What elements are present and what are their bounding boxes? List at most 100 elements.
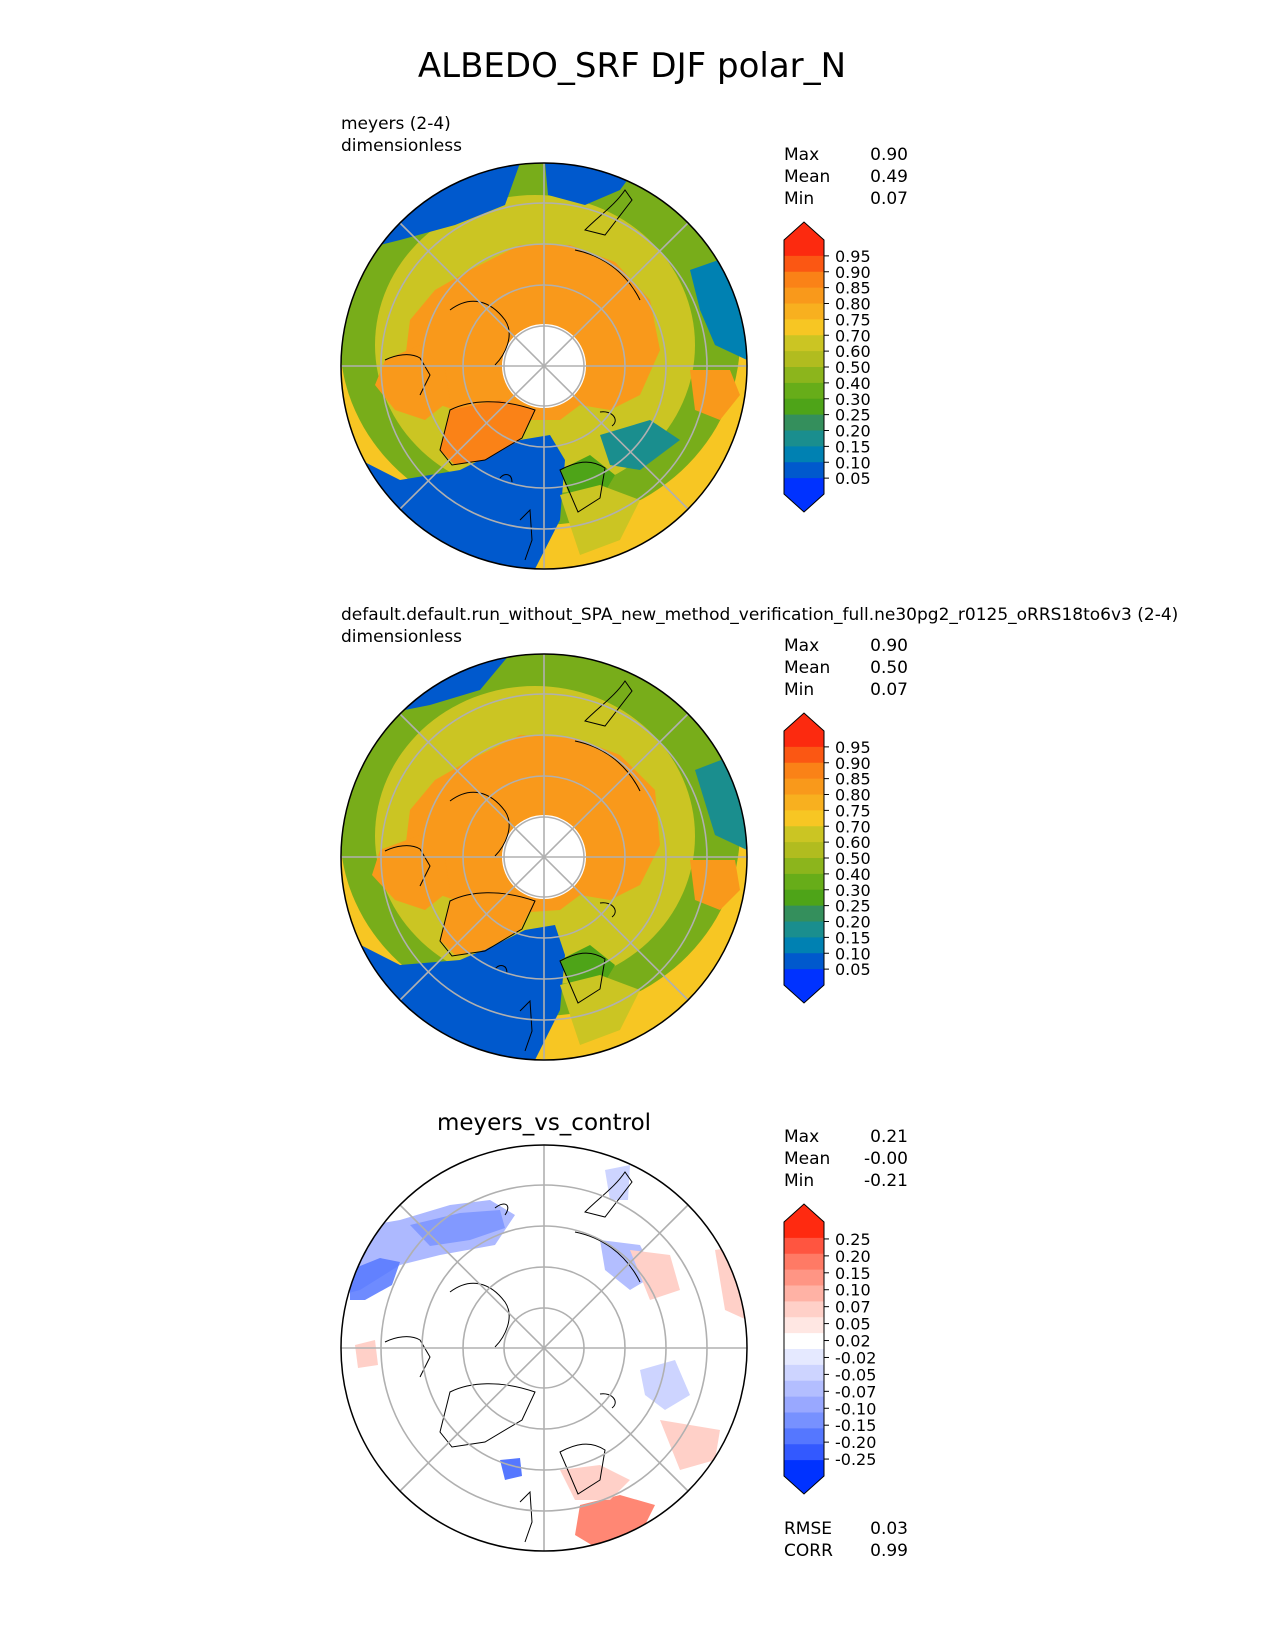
colorbar-segment — [784, 1413, 824, 1429]
colorbar-segment — [784, 810, 824, 826]
stat-value-min: 0.07 — [870, 189, 908, 209]
stat-label-rmse: RMSE — [784, 1519, 832, 1539]
colorbar-extend-bottom — [784, 494, 824, 512]
colorbar-segment — [784, 1270, 824, 1286]
stat-label-mean: Mean — [784, 658, 830, 678]
colorbar-segment — [784, 779, 824, 795]
colorbar-diff: 0.250.200.150.100.070.050.02-0.02-0.05-0… — [784, 1204, 876, 1494]
colorbar-segment — [784, 1460, 824, 1476]
stat-label-min: Min — [784, 1171, 814, 1191]
colorbar-segment — [784, 826, 824, 842]
stats-diff: Max 0.21 Mean -0.00 Min -0.21 — [784, 1127, 908, 1191]
stat-value-min: -0.21 — [864, 1171, 908, 1191]
panel-diff-title: meyers_vs_control — [437, 1110, 651, 1136]
stat-value-max: 0.90 — [870, 145, 908, 165]
colorbar-segment — [784, 288, 824, 304]
stat-label-min: Min — [784, 680, 814, 700]
panel-ref: default.default.run_without_SPA_new_meth… — [340, 605, 1178, 1060]
field-red-europe — [575, 1495, 655, 1550]
stat-value-min: 0.07 — [870, 680, 908, 700]
stat-label-mean: Mean — [784, 1149, 830, 1169]
colorbar-segment — [784, 272, 824, 288]
figure: ALBEDO_SRF DJF polar_N meyers (2-4) dime… — [0, 0, 1275, 1650]
bottom-stats-diff: RMSE 0.03 CORR 0.99 — [784, 1519, 908, 1561]
colorbar-segment — [784, 240, 824, 256]
colorbar-segment — [784, 731, 824, 747]
map-ref-gridlines — [341, 654, 747, 1060]
colorbar-segment — [784, 1381, 824, 1397]
map-ref — [340, 646, 747, 1060]
stat-label-mean: Mean — [784, 167, 830, 187]
stat-label-max: Max — [784, 145, 819, 165]
stats-ref: Max 0.90 Mean 0.50 Min 0.07 — [784, 636, 908, 700]
stat-value-mean: 0.49 — [870, 167, 908, 187]
colorbar-segment — [784, 256, 824, 272]
colorbar-segment — [784, 431, 824, 447]
colorbar-segment — [784, 399, 824, 415]
colorbar-tick-label: 0.05 — [835, 469, 871, 488]
colorbar-segment — [784, 478, 824, 494]
colorbar-segment — [784, 953, 824, 969]
colorbar-extend-bottom — [784, 1476, 824, 1494]
map-diff-gridlines — [341, 1145, 747, 1551]
stat-value-max: 0.90 — [870, 636, 908, 656]
colorbar-segment — [784, 1301, 824, 1317]
stat-label-max: Max — [784, 636, 819, 656]
panel-ref-title: default.default.run_without_SPA_new_meth… — [341, 605, 1178, 625]
colorbar-ref: 0.950.900.850.800.750.700.600.500.400.30… — [784, 713, 871, 1003]
colorbar-segment — [784, 1397, 824, 1413]
stat-value-max: 0.21 — [870, 1127, 908, 1147]
map-test — [340, 155, 747, 569]
colorbar-segment — [784, 319, 824, 335]
panel-test-title: meyers (2-4) — [341, 114, 451, 134]
panel-test-units: dimensionless — [341, 136, 462, 156]
stat-label-min: Min — [784, 189, 814, 209]
colorbar-segment — [784, 1365, 824, 1381]
panel-test: meyers (2-4) dimensionless — [340, 114, 908, 569]
colorbar-segment — [784, 1238, 824, 1254]
colorbar-segment — [784, 335, 824, 351]
stat-value-rmse: 0.03 — [870, 1519, 908, 1539]
colorbar-segment — [784, 367, 824, 383]
stat-value-mean: 0.50 — [870, 658, 908, 678]
colorbar-tick-label: 0.05 — [835, 960, 871, 979]
colorbar-extend-bottom — [784, 985, 824, 1003]
colorbar-segment — [784, 446, 824, 462]
colorbar-test: 0.950.900.850.800.750.700.600.500.400.30… — [784, 222, 871, 512]
colorbar-segment — [784, 937, 824, 953]
colorbar-segment — [784, 1349, 824, 1365]
colorbar-segment — [784, 1333, 824, 1349]
colorbar-segment — [784, 1317, 824, 1333]
panel-ref-units: dimensionless — [341, 627, 462, 647]
colorbar-segment — [784, 1254, 824, 1270]
colorbar-segment — [784, 906, 824, 922]
stats-test: Max 0.90 Mean 0.49 Min 0.07 — [784, 145, 908, 209]
colorbar-segment — [784, 304, 824, 320]
stat-value-mean: -0.00 — [864, 1149, 908, 1169]
colorbar-segment — [784, 763, 824, 779]
colorbar-segment — [784, 1428, 824, 1444]
colorbar-segment — [784, 795, 824, 811]
colorbar-extend-top — [784, 1204, 824, 1222]
colorbar-segment — [784, 922, 824, 938]
stat-label-corr: CORR — [784, 1541, 833, 1561]
colorbar-segment — [784, 890, 824, 906]
colorbar-segment — [784, 1286, 824, 1302]
colorbar-segment — [784, 747, 824, 763]
colorbar-extend-top — [784, 222, 824, 240]
colorbar-tick-label: -0.25 — [835, 1450, 876, 1469]
stat-value-corr: 0.99 — [870, 1541, 908, 1561]
stat-label-max: Max — [784, 1127, 819, 1147]
colorbar-segment — [784, 351, 824, 367]
figure-title: ALBEDO_SRF DJF polar_N — [418, 46, 846, 86]
colorbar-segment — [784, 415, 824, 431]
colorbar-segment — [784, 969, 824, 985]
colorbar-segment — [784, 1222, 824, 1238]
colorbar-segment — [784, 383, 824, 399]
panel-diff: meyers_vs_control — [341, 1110, 908, 1561]
map-diff — [341, 1145, 747, 1551]
colorbar-segment — [784, 842, 824, 858]
colorbar-segment — [784, 858, 824, 874]
colorbar-segment — [784, 462, 824, 478]
map-test-gridlines — [341, 163, 747, 569]
